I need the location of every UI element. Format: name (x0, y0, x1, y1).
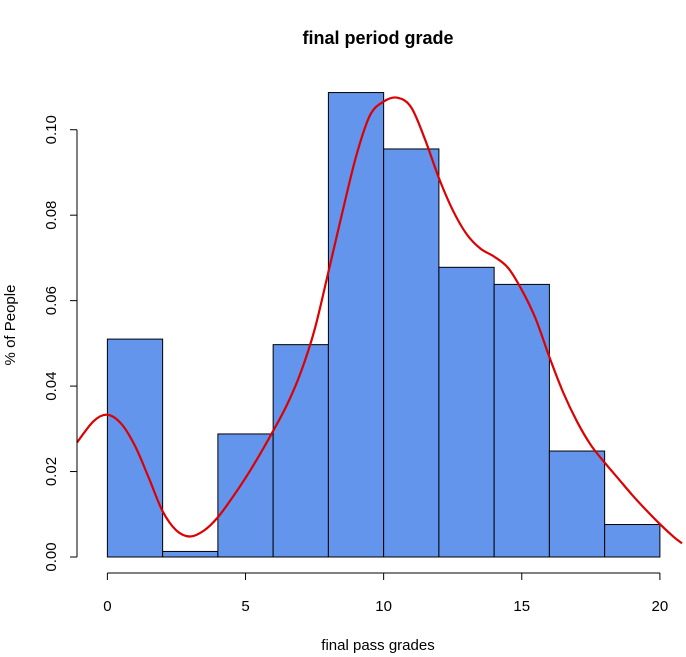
y-axis: 0.00 0.02 0.04 0.06 0.08 0.10 (43, 115, 78, 572)
bars-group (106, 92, 661, 558)
histogram-bar (604, 524, 661, 558)
y-tick-label: 0.02 (43, 457, 60, 486)
y-axis-label: % of People (2, 285, 19, 366)
x-axis: 0 5 10 15 20 (103, 572, 669, 615)
histogram-bar (383, 148, 440, 558)
histogram-bar (272, 344, 329, 558)
x-tick-label: 15 (513, 598, 530, 615)
y-tick-label: 0.00 (43, 542, 60, 571)
y-tick-label: 0.08 (43, 201, 60, 230)
density-curve-group (76, 96, 683, 545)
y-tick-label: 0.04 (43, 371, 60, 400)
histogram-bar (493, 283, 550, 558)
x-tick-label: 20 (652, 598, 669, 615)
chart-title: final period grade (302, 28, 453, 48)
histogram-bar (162, 550, 219, 558)
x-tick-label: 5 (241, 598, 249, 615)
y-tick-label: 0.10 (43, 115, 60, 144)
histogram-bar (548, 450, 606, 558)
histogram-bar (217, 433, 274, 558)
histogram-bar (327, 92, 385, 558)
x-tick-label: 10 (375, 598, 392, 615)
y-tick-label: 0.06 (43, 286, 60, 315)
x-tick-label: 0 (103, 598, 111, 615)
density-curve-line (76, 96, 683, 545)
histogram-bar (438, 266, 495, 558)
x-axis-label: final pass grades (321, 637, 434, 654)
